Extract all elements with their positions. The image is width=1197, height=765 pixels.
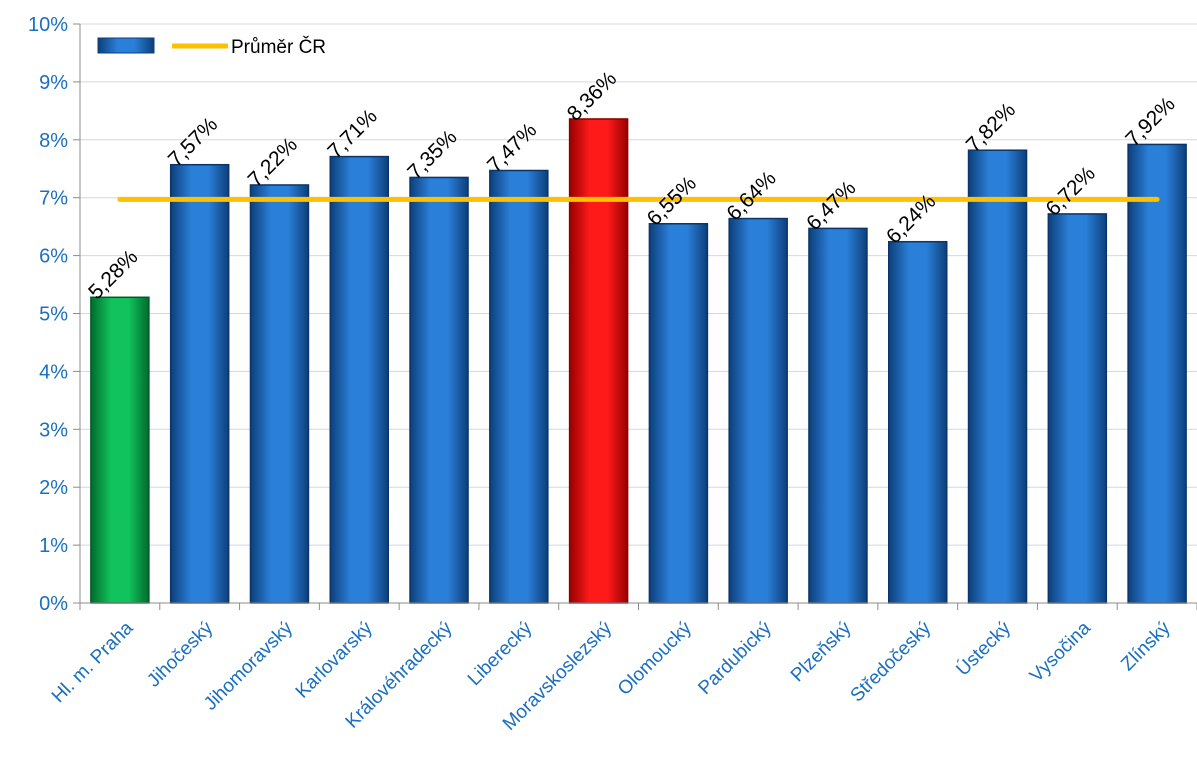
bar bbox=[90, 296, 150, 604]
bar bbox=[249, 184, 310, 604]
y-tick-label: 10% bbox=[28, 14, 68, 36]
legend-average-label: Průměr ČR bbox=[231, 36, 326, 58]
bar bbox=[489, 169, 549, 604]
x-tick-label: Středočeský bbox=[847, 617, 936, 706]
y-tick-label: 8% bbox=[39, 130, 68, 152]
bar bbox=[409, 176, 469, 604]
gridlines bbox=[80, 23, 1197, 546]
x-tick-label: Plzeňský bbox=[787, 617, 856, 686]
x-tick-label: Karlovarský bbox=[292, 617, 377, 702]
legend-series-swatch bbox=[97, 37, 155, 54]
bar bbox=[808, 227, 868, 604]
y-tick-label: 5% bbox=[39, 304, 68, 326]
y-tick-label: 3% bbox=[39, 419, 68, 441]
y-tick-label: 2% bbox=[39, 477, 68, 499]
bar bbox=[967, 149, 1028, 604]
data-label: 7,35% bbox=[403, 126, 461, 184]
bar bbox=[888, 240, 948, 604]
data-label: 8,36% bbox=[563, 67, 621, 125]
bar bbox=[329, 155, 389, 604]
legend: Průměr ČR bbox=[97, 36, 326, 58]
bars bbox=[90, 118, 1187, 604]
data-label: 7,47% bbox=[483, 119, 541, 177]
x-tick-label: Vysočina bbox=[1026, 617, 1095, 686]
bar bbox=[169, 163, 230, 604]
bar bbox=[728, 217, 788, 604]
data-label: 7,22% bbox=[244, 133, 302, 191]
data-label: 7,82% bbox=[962, 98, 1020, 156]
bar bbox=[648, 223, 709, 604]
bar bbox=[1127, 143, 1187, 604]
bar bbox=[1047, 213, 1108, 604]
data-label: 6,47% bbox=[802, 177, 860, 235]
y-tick-label: 0% bbox=[39, 593, 68, 615]
x-tick-label: Jihočeský bbox=[143, 617, 217, 691]
data-label: 6,72% bbox=[1042, 162, 1100, 220]
data-label: 7,71% bbox=[323, 105, 381, 163]
data-label: 6,64% bbox=[722, 167, 780, 225]
x-tick-label: Zlínský bbox=[1117, 617, 1175, 675]
x-tick-label: Liberecký bbox=[464, 617, 537, 690]
x-tick-label: Olomoucký bbox=[614, 617, 696, 699]
y-tick-label: 4% bbox=[39, 361, 68, 383]
data-label: 7,57% bbox=[164, 113, 222, 171]
data-label: 5,28% bbox=[84, 246, 142, 304]
x-tick-label: Hl. m. Praha bbox=[48, 617, 138, 707]
x-axis: Hl. m. Praha JihočeskýJihomoravskýKarlova… bbox=[48, 602, 1197, 735]
y-tick-label: 9% bbox=[39, 72, 68, 94]
y-tick-label: 6% bbox=[39, 246, 68, 268]
bar bbox=[568, 118, 629, 604]
y-axis: 0% 1% 2% 3% 4% 5% 6% 7% 8% 9% 10% bbox=[28, 14, 81, 615]
data-label: 7,92% bbox=[1121, 93, 1179, 151]
x-tick-label: Ústecký bbox=[952, 617, 1016, 681]
y-tick-label: 1% bbox=[39, 535, 68, 557]
y-tick-label: 7% bbox=[39, 188, 68, 210]
x-tick-label: Pardubický bbox=[694, 617, 776, 699]
